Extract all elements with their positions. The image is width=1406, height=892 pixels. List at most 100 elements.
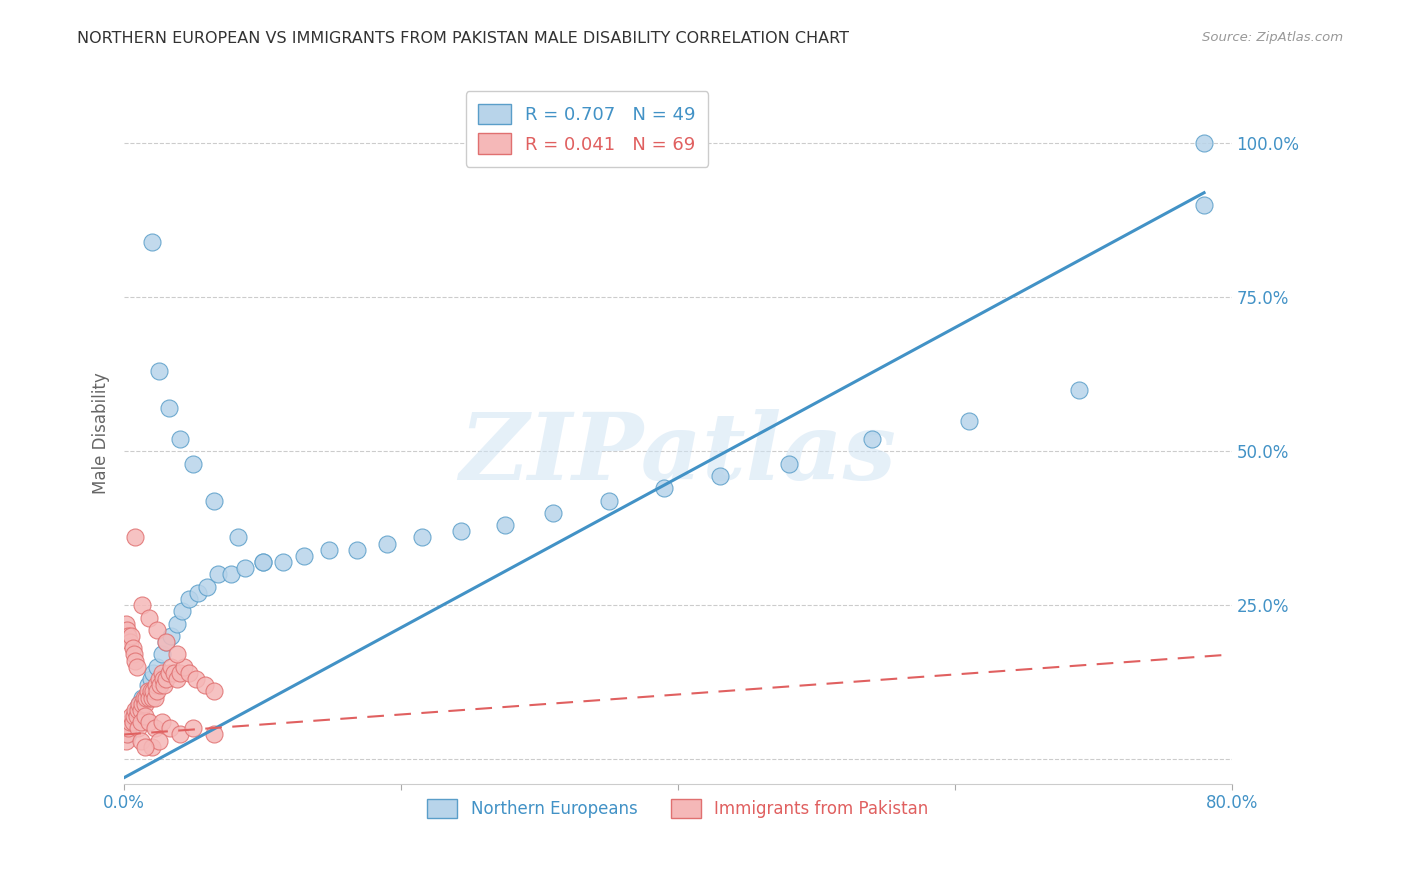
Point xyxy=(187,586,209,600)
Point xyxy=(138,715,160,730)
Point xyxy=(202,727,225,741)
Point xyxy=(252,555,274,569)
Text: Source: ZipAtlas.com: Source: ZipAtlas.com xyxy=(1202,31,1343,45)
Point xyxy=(127,722,149,736)
Point xyxy=(202,684,225,698)
Point xyxy=(652,481,675,495)
Point xyxy=(139,684,162,698)
Point xyxy=(148,733,170,747)
Point xyxy=(160,659,183,673)
Point xyxy=(163,665,186,680)
Point xyxy=(117,629,139,643)
Point xyxy=(292,549,315,563)
Point xyxy=(183,457,205,471)
Point xyxy=(166,616,188,631)
Point xyxy=(125,703,148,717)
Point xyxy=(120,722,142,736)
Point xyxy=(273,555,295,569)
Point xyxy=(131,598,153,612)
Point xyxy=(193,678,215,692)
Point xyxy=(129,733,152,747)
Y-axis label: Male Disability: Male Disability xyxy=(93,372,110,493)
Point xyxy=(1192,136,1215,151)
Point xyxy=(129,715,152,730)
Point xyxy=(127,703,149,717)
Point xyxy=(159,722,181,736)
Point xyxy=(450,524,472,539)
Point xyxy=(134,709,156,723)
Point xyxy=(114,616,136,631)
Point xyxy=(153,678,176,692)
Point xyxy=(117,722,139,736)
Point xyxy=(141,235,163,249)
Point xyxy=(141,690,163,705)
Point xyxy=(145,678,167,692)
Point xyxy=(124,703,146,717)
Point xyxy=(146,684,169,698)
Point xyxy=(134,697,156,711)
Point xyxy=(132,690,155,705)
Point xyxy=(135,690,157,705)
Point xyxy=(202,493,225,508)
Point xyxy=(166,672,188,686)
Point xyxy=(148,364,170,378)
Point xyxy=(124,531,146,545)
Point xyxy=(114,733,136,747)
Point xyxy=(139,672,162,686)
Point xyxy=(160,629,183,643)
Point xyxy=(148,672,170,686)
Point xyxy=(143,722,166,736)
Point xyxy=(1069,383,1091,397)
Point xyxy=(219,567,242,582)
Point xyxy=(136,678,159,692)
Point xyxy=(143,690,166,705)
Point xyxy=(183,722,205,736)
Point xyxy=(125,659,148,673)
Point xyxy=(155,672,177,686)
Point xyxy=(172,604,194,618)
Point xyxy=(122,709,145,723)
Point xyxy=(709,469,731,483)
Point xyxy=(318,542,340,557)
Point xyxy=(778,457,800,471)
Point xyxy=(136,684,159,698)
Point xyxy=(146,659,169,673)
Text: NORTHERN EUROPEAN VS IMMIGRANTS FROM PAKISTAN MALE DISABILITY CORRELATION CHART: NORTHERN EUROPEAN VS IMMIGRANTS FROM PAK… xyxy=(77,31,849,46)
Point xyxy=(957,413,980,427)
Legend: Northern Europeans, Immigrants from Pakistan: Northern Europeans, Immigrants from Paki… xyxy=(420,792,935,824)
Point xyxy=(138,690,160,705)
Point xyxy=(155,635,177,649)
Point xyxy=(169,665,191,680)
Point xyxy=(122,648,145,662)
Point xyxy=(494,518,516,533)
Point xyxy=(124,654,146,668)
Point xyxy=(115,623,138,637)
Point xyxy=(134,739,156,754)
Point xyxy=(152,672,174,686)
Point xyxy=(157,401,180,416)
Point xyxy=(166,648,188,662)
Point xyxy=(252,555,274,569)
Point xyxy=(120,629,142,643)
Point xyxy=(131,697,153,711)
Point xyxy=(120,709,142,723)
Point xyxy=(179,665,201,680)
Point xyxy=(125,709,148,723)
Point xyxy=(173,659,195,673)
Point xyxy=(118,635,141,649)
Point xyxy=(233,561,256,575)
Point xyxy=(121,715,143,730)
Point xyxy=(179,592,201,607)
Point xyxy=(134,690,156,705)
Point xyxy=(543,506,565,520)
Point xyxy=(155,635,177,649)
Point xyxy=(226,531,249,545)
Point xyxy=(150,715,173,730)
Point xyxy=(142,665,165,680)
Point xyxy=(150,665,173,680)
Point xyxy=(1192,198,1215,212)
Point xyxy=(860,432,883,446)
Point xyxy=(128,697,150,711)
Point xyxy=(375,536,398,550)
Point xyxy=(346,542,368,557)
